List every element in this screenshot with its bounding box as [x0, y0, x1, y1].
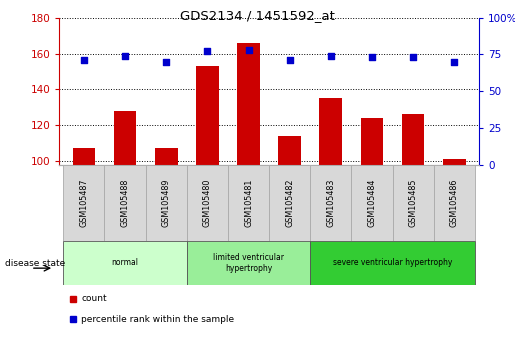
Text: normal: normal — [112, 258, 139, 267]
Bar — [63, 241, 187, 285]
Bar — [196, 66, 219, 165]
Text: GSM105482: GSM105482 — [285, 178, 294, 227]
Bar — [310, 165, 351, 241]
Point — [245, 47, 253, 53]
Bar — [187, 241, 310, 285]
Text: count: count — [81, 294, 107, 303]
Text: GSM105488: GSM105488 — [121, 178, 130, 227]
Point — [285, 57, 294, 63]
Bar — [228, 165, 269, 241]
Bar — [105, 165, 146, 241]
Bar — [114, 111, 136, 165]
Point — [80, 57, 88, 63]
Bar — [146, 165, 187, 241]
Text: percentile rank within the sample: percentile rank within the sample — [81, 315, 234, 324]
Bar — [187, 165, 228, 241]
Bar — [155, 148, 178, 165]
Bar — [237, 43, 260, 165]
Text: GSM105484: GSM105484 — [368, 178, 376, 227]
Text: severe ventricular hypertrophy: severe ventricular hypertrophy — [333, 258, 452, 267]
Text: GSM105487: GSM105487 — [79, 178, 89, 227]
Point — [409, 55, 417, 60]
Bar — [319, 98, 342, 165]
Text: GDS2134 / 1451592_at: GDS2134 / 1451592_at — [180, 9, 335, 22]
Bar — [70, 316, 76, 322]
Text: disease state: disease state — [5, 259, 65, 268]
Text: GSM105483: GSM105483 — [327, 178, 335, 227]
Bar — [269, 165, 310, 241]
Point — [203, 48, 212, 54]
Bar — [70, 296, 76, 302]
Bar — [443, 159, 466, 165]
Bar — [434, 165, 475, 241]
Bar — [351, 165, 392, 241]
Bar — [402, 114, 424, 165]
Point — [368, 55, 376, 60]
Text: limited ventricular
hypertrophy: limited ventricular hypertrophy — [213, 253, 284, 273]
Point — [450, 59, 458, 64]
Point — [327, 53, 335, 59]
Bar — [63, 165, 105, 241]
Bar — [278, 136, 301, 165]
Bar — [73, 148, 95, 165]
Text: GSM105480: GSM105480 — [203, 178, 212, 227]
Bar — [310, 241, 475, 285]
Text: GSM105489: GSM105489 — [162, 178, 170, 227]
Text: GSM105486: GSM105486 — [450, 178, 459, 227]
Point — [121, 53, 129, 59]
Text: GSM105485: GSM105485 — [408, 178, 418, 227]
Bar — [360, 118, 383, 165]
Point — [162, 59, 170, 64]
Text: GSM105481: GSM105481 — [244, 178, 253, 227]
Bar — [392, 165, 434, 241]
